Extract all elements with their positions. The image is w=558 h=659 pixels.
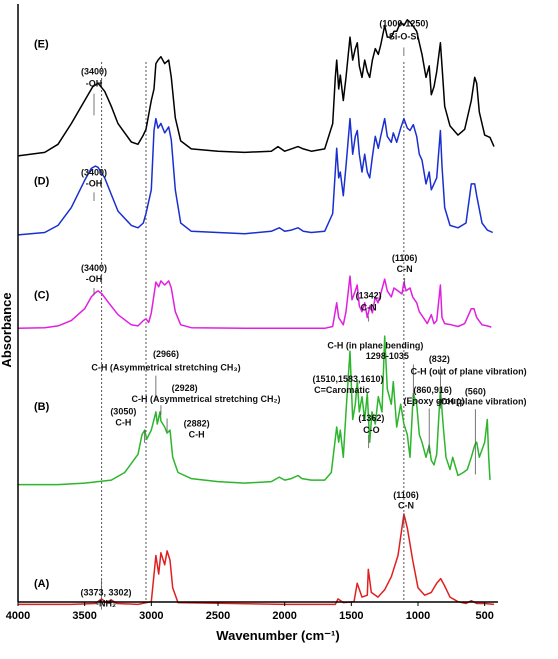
x-tick-label-0: 4000 (6, 610, 30, 622)
x-tick-label-1: 3500 (72, 610, 96, 622)
annotation-label-30: (2882) (184, 418, 210, 428)
annotation-label-2: (3400) (81, 66, 107, 76)
panel-label-1: (D) (34, 176, 50, 188)
x-tick-label-2: 3000 (139, 610, 163, 622)
annotation-label-22: (1362) (358, 413, 384, 423)
annotation-label-11: C-N (397, 264, 413, 274)
x-tick-label-7: 500 (475, 610, 493, 622)
annotation-label-6: (3400) (81, 263, 107, 273)
annotation-label-26: (2928) (172, 383, 198, 393)
annotation-label-15: C-H (out of plane vibration) (411, 366, 527, 376)
annotation-label-32: (1106) (393, 490, 419, 500)
annotation-label-13: 1298-1035 (366, 351, 409, 361)
annotation-label-5: -OH (86, 178, 103, 188)
annotation-label-35: -NH₂ (96, 598, 116, 608)
series-line-3 (17, 117, 494, 236)
annotation-label-14: (832) (429, 354, 450, 364)
annotation-label-4: (3400) (81, 167, 107, 177)
panel-labels: (E) (D) (C) (B) (A) (34, 38, 50, 590)
annotation-label-25: C-H (Asymmetrical stretching CH₃) (91, 362, 240, 372)
annotation-label-21: -OH (plane vibration) (437, 397, 526, 407)
annotation-label-7: -OH (86, 274, 103, 284)
x-axis-ticks: 4000 3500 3000 2500 2000 1500 1000 500 (6, 602, 494, 622)
annotation-label-19: (Epoxy group) (404, 396, 465, 406)
annotation-label-34: (3373, 3302) (80, 588, 131, 598)
annotation-label-10: (1106) (392, 253, 418, 263)
annotation-label-33: C-N (398, 501, 414, 511)
x-axis-title: Wavenumber (cm⁻¹) (216, 628, 339, 643)
series-line-2 (17, 275, 492, 330)
annotation-label-27: C-H (Asymmetrical stretching CH₂) (131, 394, 280, 404)
annotation-label-17: C=Caromatic (314, 385, 370, 395)
annotation-label-24: (2966) (153, 349, 179, 359)
series-line-1 (18, 335, 491, 486)
series-line-4 (17, 19, 495, 157)
annotation-arrows (93, 47, 476, 610)
annotation-label-3: -OH (86, 78, 103, 88)
x-tick-label-5: 1500 (339, 610, 363, 622)
y-axis-title: Absorbance (0, 292, 14, 367)
annotation-label-9: C-N (361, 302, 377, 312)
annotation-label-12: C-H (in plane bending) (327, 341, 423, 351)
annotation-label-18: (860,916) (413, 385, 452, 395)
panel-label-2: (C) (34, 290, 50, 302)
annotation-label-1: Si-O-Si (389, 32, 419, 42)
reference-lines (101, 62, 405, 602)
x-tick-label-3: 2500 (206, 610, 230, 622)
annotation-label-23: C-O (363, 425, 380, 435)
annotation-label-28: (3050) (110, 407, 136, 417)
annotation-label-29: C-H (115, 418, 131, 428)
annotation-label-20: (560) (465, 387, 486, 397)
x-tick-label-6: 1000 (406, 610, 430, 622)
spectra-layer (17, 19, 495, 606)
panel-label-3: (B) (34, 401, 50, 413)
annotation-label-16: (1510,1583,1610) (312, 374, 383, 384)
annotation-label-0: (1000-1250) (379, 18, 428, 28)
annotation-labels: (1000-1250)Si-O-Si(3400)-OH(3400)-OH(340… (80, 18, 526, 608)
annotation-label-31: C-H (189, 430, 205, 440)
annotation-label-8: (1342) (356, 291, 382, 301)
panel-label-0: (E) (34, 38, 49, 50)
panel-label-4: (A) (34, 578, 50, 590)
x-tick-label-4: 2000 (272, 610, 296, 622)
